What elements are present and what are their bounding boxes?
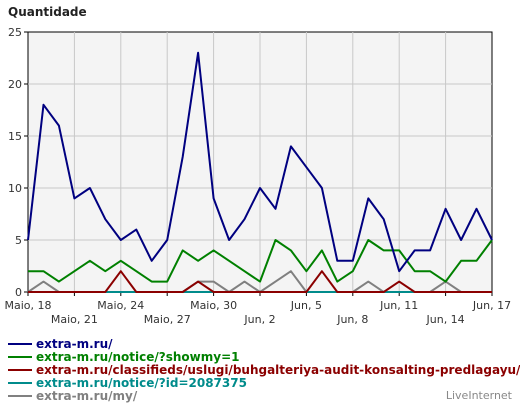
x-tick-label: Jun, 11 [379, 299, 418, 312]
y-tick-label: 25 [8, 26, 22, 39]
branding-label: LiveInternet [446, 389, 513, 402]
x-tick-label: Jun, 5 [290, 299, 322, 312]
y-tick-label: 0 [15, 286, 22, 299]
legend-label: extra-m.ru/classifieds/uslugi/buhgalteri… [36, 363, 520, 377]
gridlines [28, 32, 492, 292]
legend-label: extra-m.ru/notice/?id=2087375 [36, 376, 247, 390]
x-tick-label: Maio, 30 [190, 299, 237, 312]
legend-label: extra-m.ru/notice/?showmy=1 [36, 350, 240, 364]
x-tick-label: Maio, 27 [144, 313, 191, 326]
series-lines [27, 51, 493, 293]
series-line-0 [27, 51, 493, 273]
series-line-1 [28, 239, 493, 283]
x-tick-label: Jun, 2 [243, 313, 275, 326]
y-axis: 0 5 10 15 20 25 [8, 26, 28, 299]
x-tick-label: Jun, 14 [426, 313, 465, 326]
x-tick-label: Maio, 24 [97, 299, 144, 312]
legend-label: extra-m.ru/my/ [36, 389, 138, 403]
y-tick-label: 15 [8, 130, 22, 143]
x-tick-label: Maio, 18 [4, 299, 51, 312]
x-tick-label: Maio, 21 [51, 313, 98, 326]
chart-title: Quantidade [8, 5, 87, 19]
x-tick-label: Jun, 17 [472, 299, 511, 312]
y-tick-label: 5 [15, 234, 22, 247]
x-tick-label: Jun, 8 [336, 313, 368, 326]
legend: extra-m.ru/extra-m.ru/notice/?showmy=1ex… [8, 337, 520, 403]
y-tick-label: 10 [8, 182, 22, 195]
legend-label: extra-m.ru/ [36, 337, 113, 351]
series-line-2 [28, 270, 492, 293]
y-tick-label: 20 [8, 78, 22, 91]
